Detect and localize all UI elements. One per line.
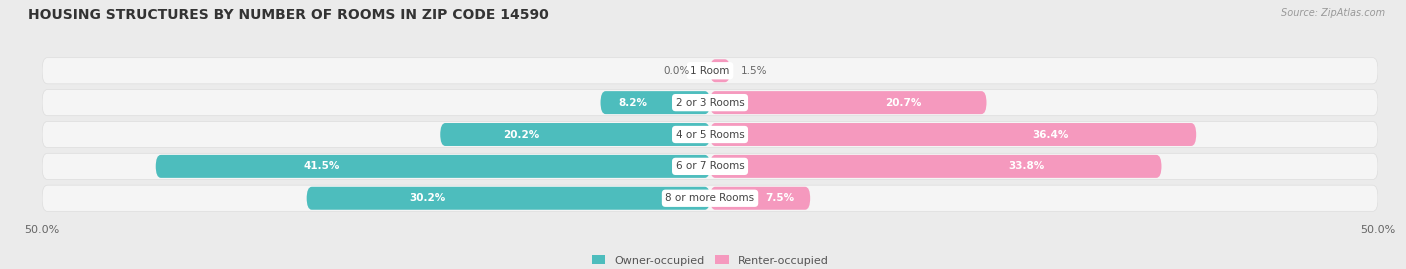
Text: 1.5%: 1.5% — [741, 66, 768, 76]
FancyBboxPatch shape — [710, 187, 810, 210]
FancyBboxPatch shape — [307, 187, 710, 210]
Text: 41.5%: 41.5% — [304, 161, 340, 171]
Text: Source: ZipAtlas.com: Source: ZipAtlas.com — [1281, 8, 1385, 18]
FancyBboxPatch shape — [42, 153, 1378, 179]
FancyBboxPatch shape — [42, 58, 1378, 84]
FancyBboxPatch shape — [42, 185, 1378, 211]
FancyBboxPatch shape — [710, 91, 987, 114]
FancyBboxPatch shape — [42, 90, 1378, 116]
FancyBboxPatch shape — [42, 121, 1378, 148]
FancyBboxPatch shape — [156, 155, 710, 178]
Text: 1 Room: 1 Room — [690, 66, 730, 76]
Text: 8.2%: 8.2% — [619, 98, 648, 108]
Text: 20.7%: 20.7% — [886, 98, 922, 108]
Legend: Owner-occupied, Renter-occupied: Owner-occupied, Renter-occupied — [588, 251, 832, 269]
Text: 2 or 3 Rooms: 2 or 3 Rooms — [676, 98, 744, 108]
Text: 20.2%: 20.2% — [503, 129, 540, 140]
FancyBboxPatch shape — [710, 123, 1197, 146]
Text: 7.5%: 7.5% — [766, 193, 794, 203]
Text: 0.0%: 0.0% — [664, 66, 690, 76]
FancyBboxPatch shape — [600, 91, 710, 114]
Text: 6 or 7 Rooms: 6 or 7 Rooms — [676, 161, 744, 171]
Text: 33.8%: 33.8% — [1008, 161, 1045, 171]
Text: 30.2%: 30.2% — [409, 193, 446, 203]
Text: 36.4%: 36.4% — [1032, 129, 1069, 140]
Text: 8 or more Rooms: 8 or more Rooms — [665, 193, 755, 203]
FancyBboxPatch shape — [710, 59, 730, 82]
Text: 4 or 5 Rooms: 4 or 5 Rooms — [676, 129, 744, 140]
Text: HOUSING STRUCTURES BY NUMBER OF ROOMS IN ZIP CODE 14590: HOUSING STRUCTURES BY NUMBER OF ROOMS IN… — [28, 8, 548, 22]
FancyBboxPatch shape — [440, 123, 710, 146]
FancyBboxPatch shape — [710, 155, 1161, 178]
